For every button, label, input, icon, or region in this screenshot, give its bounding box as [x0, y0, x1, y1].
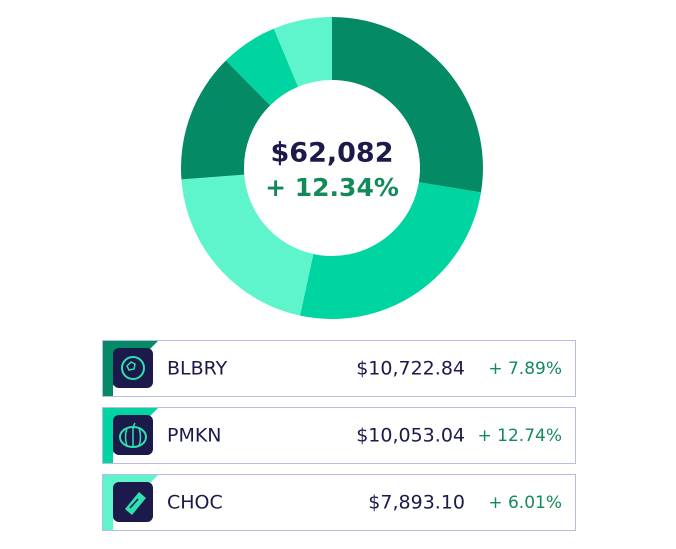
holdings-list: BLBRY $10,722.84 + 7.89% PMKN $10,053.04 + 12… — [102, 340, 576, 531]
price: $7,893.10 — [368, 492, 465, 514]
holding-row[interactable]: BLBRY $10,722.84 + 7.89% — [102, 340, 576, 397]
change: + 6.01% — [488, 493, 562, 513]
total: $62,082 — [271, 138, 394, 169]
slice — [181, 60, 271, 180]
symbol: BLBRY — [167, 358, 228, 380]
symbol: CHOC — [167, 492, 223, 514]
slice — [332, 17, 483, 193]
change: + 7.89% — [488, 359, 562, 379]
change: + 12.74% — [478, 426, 562, 446]
row-icon — [113, 348, 153, 388]
row-box — [102, 340, 576, 397]
slice — [273, 17, 332, 87]
row-icon — [113, 415, 153, 455]
row-box — [102, 474, 576, 531]
price: $10,053.04 — [356, 425, 465, 447]
row-box — [102, 407, 576, 464]
holding-row[interactable]: PMKN $10,053.04 + 12.74% — [102, 407, 576, 464]
price: $10,722.84 — [356, 358, 465, 380]
total-change: + 12.34% — [265, 173, 399, 202]
holding-row[interactable]: CHOC $7,893.10 + 6.01% — [102, 474, 576, 531]
symbol: PMKN — [167, 425, 222, 447]
slice — [299, 182, 481, 319]
donut — [181, 17, 483, 319]
row-icon — [113, 482, 153, 522]
slice — [225, 28, 299, 106]
slice — [181, 174, 314, 316]
